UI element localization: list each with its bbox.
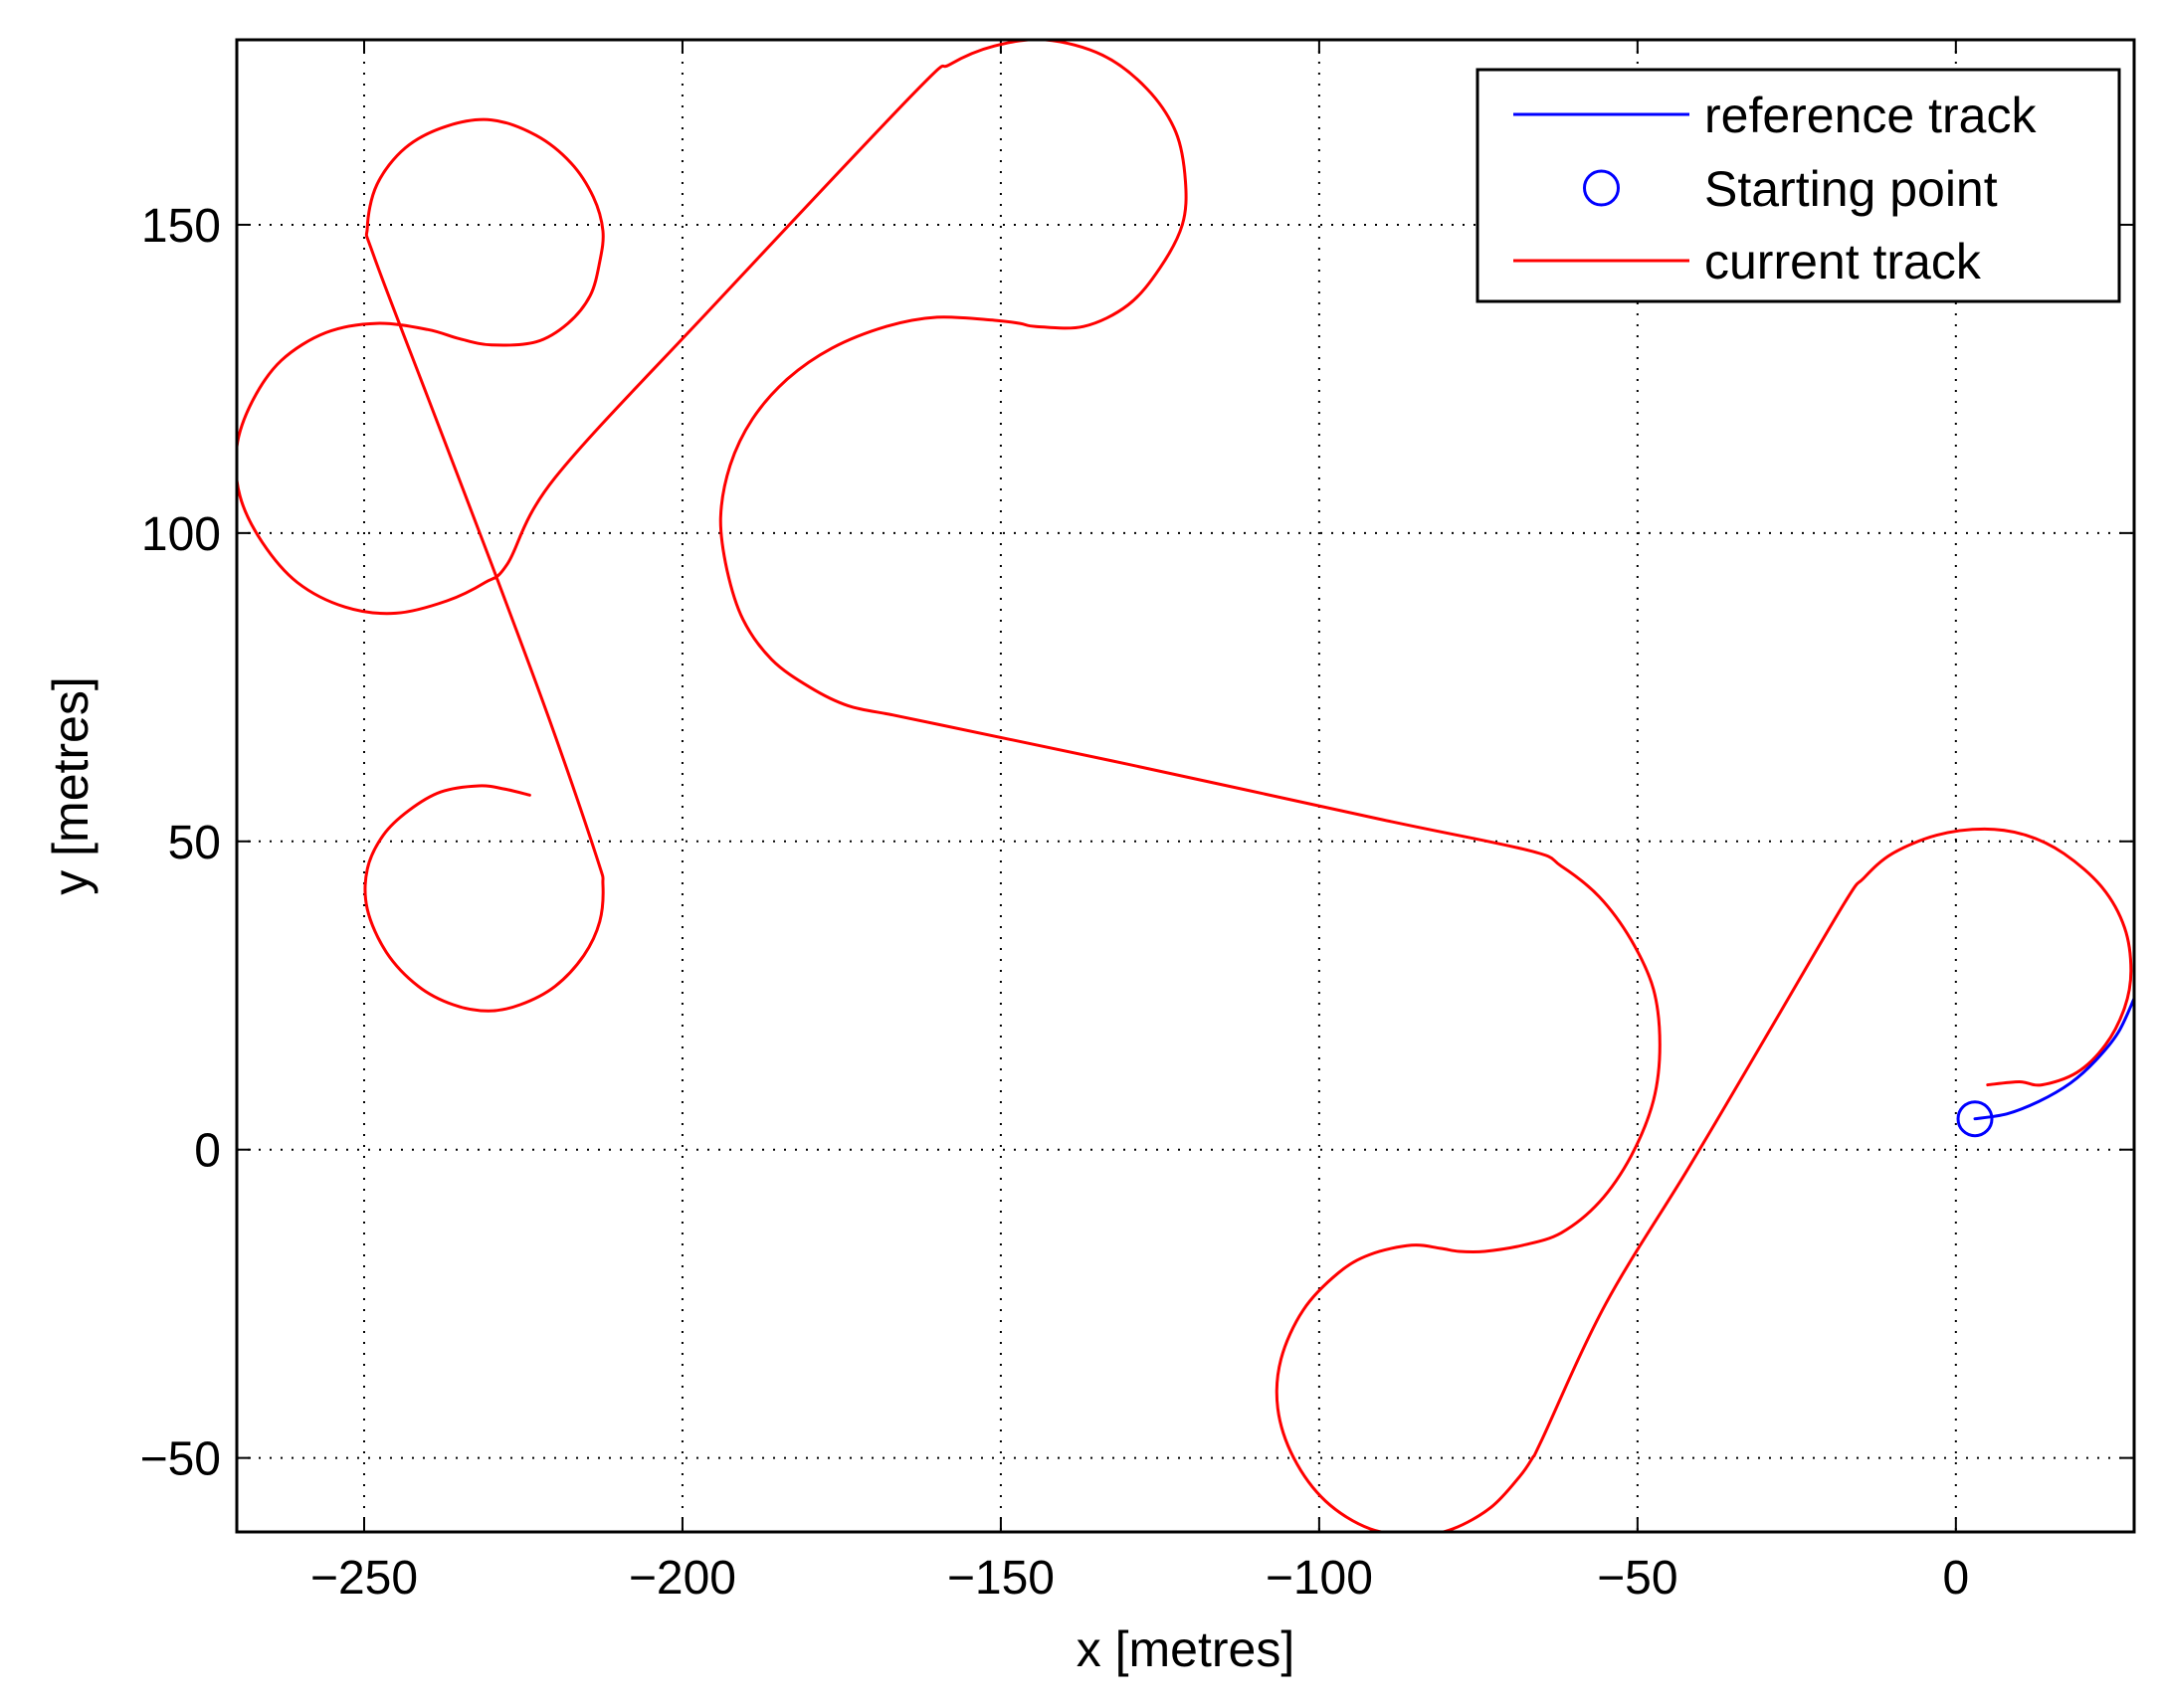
y-tick-label: 50	[168, 817, 221, 869]
x-tick-label: −250	[310, 1552, 418, 1605]
legend-reference-track-label: reference track	[1704, 88, 2037, 143]
plot-area-frame	[235, 38, 2136, 1534]
x-tick-label: −50	[1597, 1552, 1677, 1605]
legend: reference track Starting point current t…	[1475, 68, 2121, 303]
starting-point-marker	[1956, 1100, 1994, 1138]
current-track-line	[237, 40, 2133, 1532]
y-tick-label: 100	[141, 508, 221, 561]
tick-labels: −250 −200 −150 −100 −50 0 −50 0 50 100 150	[140, 200, 1970, 1605]
legend-starting-point-marker	[1583, 169, 1620, 207]
x-axis-label: x [metres]	[1077, 1621, 1294, 1677]
x-tick-label: −150	[947, 1552, 1055, 1605]
y-tick-label: 150	[141, 200, 221, 253]
y-tick-label: 0	[194, 1125, 221, 1178]
x-tick-label: −200	[629, 1552, 736, 1605]
legend-current-track-label: current track	[1704, 234, 1982, 289]
x-tick-label: −100	[1266, 1552, 1373, 1605]
axis-ticks	[237, 40, 2134, 1532]
y-axis-label: y [metres]	[43, 676, 98, 894]
legend-starting-point-label: Starting point	[1704, 161, 1998, 217]
grid-lines	[237, 40, 2134, 1532]
y-tick-label: −50	[140, 1433, 221, 1486]
plot-series	[237, 40, 2134, 1532]
reference-track-line	[1973, 997, 2134, 1121]
x-tick-label: 0	[1942, 1552, 1969, 1605]
